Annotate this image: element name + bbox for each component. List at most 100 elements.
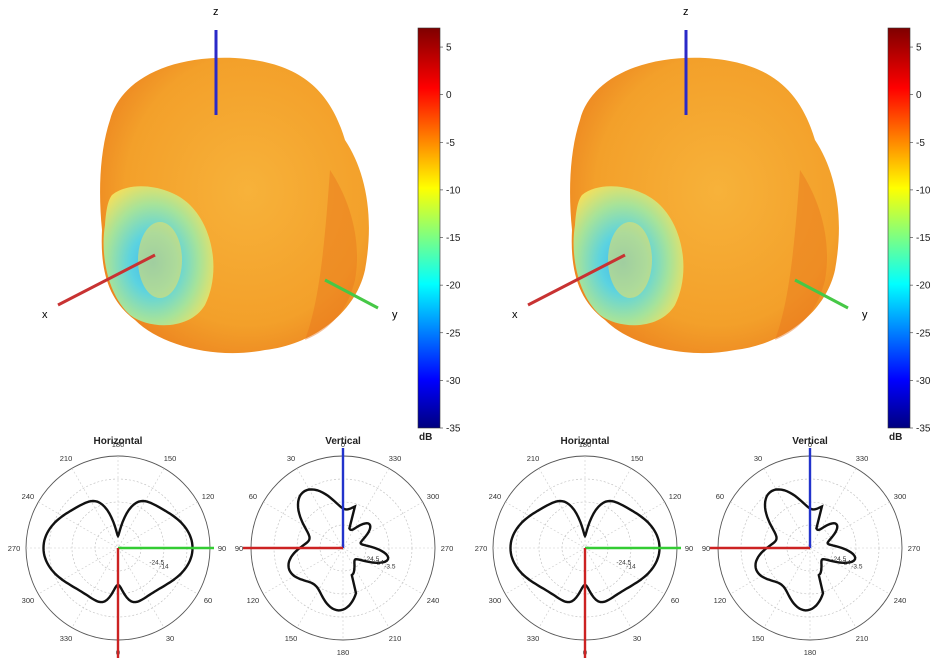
polar-angle-label: 180 [112,440,125,449]
colorbar-tick-label: 5 [446,43,452,54]
polar-angle-label: 0 [808,440,812,449]
surface-dip-core [608,222,652,298]
polar-angle-label: 90 [235,544,243,553]
polar-angle-label: 150 [631,454,644,463]
colorbar-tick-label: -35 [916,424,931,435]
polar-angle-label: 270 [475,544,488,553]
y-axis-label: y [392,309,398,321]
pattern-panel-1: z x y 5 0 -5 -10 -15 -20 -25 -30 -35 dB Horizonta… [8,6,461,658]
colorbar-gradient [887,27,911,429]
surface-rim-shading [305,170,358,340]
polar-title: Vertical [792,436,828,447]
colorbar-gradient [417,27,441,429]
polar-angle-label: 240 [894,596,907,605]
polar-angle-label: 120 [669,492,682,501]
colorbar-tick-label: -25 [916,328,931,339]
polar-angle-label: 210 [389,634,402,643]
polar-angle-label: 180 [579,440,592,449]
colorbar-1: 5 0 -5 -10 -15 -20 -25 -30 -35 dB [417,27,461,443]
surface-dip-core [138,222,182,298]
surface-rim-shading [775,170,828,340]
polar-angle-label: 240 [489,492,502,501]
polar-angle-label: 30 [166,634,174,643]
polar-angle-label: 210 [856,634,869,643]
polar-angle-label: 330 [60,634,73,643]
colorbar-tick-label: -35 [446,424,461,435]
polar-angle-label: 300 [489,596,502,605]
polar-angle-label: 300 [22,596,35,605]
polar-radial-label: -24.5 [616,560,631,567]
polar-angle-label: 330 [856,454,869,463]
polar-angle-label: 210 [60,454,73,463]
polar-angle-label: 270 [8,544,21,553]
x-axis-label: x [512,309,518,321]
colorbar-tick-label: 5 [916,43,922,54]
colorbar-tick-label: -5 [916,138,925,149]
polar-radial-label: -14 [626,563,636,570]
colorbar-tick-label: 0 [446,90,452,101]
polar-angle-label: 270 [441,544,454,553]
polar-angle-label: 30 [633,634,641,643]
polar-radial-label: -14 [841,560,851,567]
z-axis-label: z [213,6,219,18]
polar-angle-label: 30 [754,454,762,463]
polar-pattern-curve [509,499,661,604]
polar-angle-label: 180 [337,648,350,657]
polar-angle-label: 120 [202,492,215,501]
colorbar-tick-label: -10 [916,185,931,196]
polar-grid-circle [319,524,367,572]
surface-3d-2: z x y [512,6,868,354]
polar-radial-label: -24.5 [364,556,379,563]
polar-angle-label: 150 [285,634,298,643]
colorbar-unit: dB [889,432,902,443]
polar-angle-label: 60 [716,492,724,501]
colorbar-tick-label: -10 [446,185,461,196]
polar-angle-label: 150 [752,634,765,643]
y-axis-line [324,278,379,310]
polar-angle-label: 60 [671,596,679,605]
polar-angle-label: 90 [218,544,226,553]
polar-angle-label: 90 [702,544,710,553]
polar-horizontal-1: Horizontal180150120906030033030027024021… [8,436,226,658]
colorbar-tick-label: -5 [446,138,455,149]
polar-angle-label: 240 [427,596,440,605]
polar-title: Horizontal [561,436,610,447]
colorbar-tick-label: -25 [446,328,461,339]
polar-angle-label: 300 [894,492,907,501]
z-axis-label: z [683,6,689,18]
y-axis-line [794,278,849,310]
polar-grid-spoke [38,501,198,595]
colorbar-2: 5 0 -5 -10 -15 -20 -25 -30 -35 dB [887,27,931,443]
colorbar-tick-label: -20 [446,281,461,292]
x-axis-label: x [42,309,48,321]
polar-horizontal-2: Horizontal180150120906030033030027024021… [475,436,693,658]
polar-pattern-curve [42,499,194,604]
polar-radial-label: -3.5 [384,563,396,570]
pattern-panel-2: z x y 5 0 -5 -10 -15 -20 -25 -30 -35 dB Horizonta… [475,6,931,658]
polar-angle-label: 210 [527,454,540,463]
polar-angle-label: 150 [164,454,177,463]
polar-angle-label: 240 [22,492,35,501]
polar-pattern-curve [287,488,390,612]
colorbar-tick-label: -15 [916,233,931,244]
polar-radial-label: -14 [159,563,169,570]
polar-angle-label: 60 [204,596,212,605]
colorbar-unit: dB [419,432,432,443]
polar-angle-label: 270 [908,544,921,553]
polar-angle-label: 120 [247,596,260,605]
polar-pattern-curve [754,488,857,612]
x-axis-line [527,253,626,307]
polar-angle-label: 90 [685,544,693,553]
colorbar-tick-label: -30 [916,376,931,387]
polar-angle-label: 120 [714,596,727,605]
polar-angle-label: 300 [427,492,440,501]
polar-title: Horizontal [94,436,143,447]
polar-angle-label: 330 [527,634,540,643]
polar-angle-label: 0 [341,440,345,449]
polar-radial-label: -24.5 [831,556,846,563]
y-axis-label: y [862,309,868,321]
colorbar-tick-label: 0 [916,90,922,101]
colorbar-tick-label: -15 [446,233,461,244]
